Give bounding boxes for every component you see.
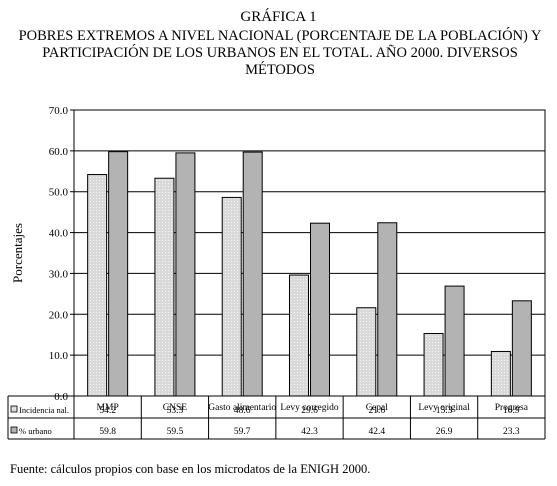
category-label: Levy original bbox=[418, 403, 470, 413]
data-label: 42.4 bbox=[368, 427, 385, 437]
category-label: MMP bbox=[97, 403, 119, 413]
data-label: 26.9 bbox=[436, 427, 453, 437]
data-label: 59.5 bbox=[167, 427, 184, 437]
y-tick-label: 70.0 bbox=[49, 105, 69, 117]
y-tick-label: 50.0 bbox=[49, 187, 69, 199]
y-tick-label: 0.0 bbox=[54, 391, 68, 403]
bar-incidencia bbox=[356, 307, 377, 397]
bar-incidencia bbox=[154, 177, 175, 397]
bar-incidencia bbox=[87, 174, 108, 397]
data-label: 29.6 bbox=[301, 406, 318, 416]
bar-urbano bbox=[242, 151, 263, 397]
data-label: 59.8 bbox=[99, 427, 116, 437]
source-note: Fuente: cálculos propios con base en los… bbox=[10, 462, 371, 476]
bar-incidencia bbox=[221, 196, 242, 397]
bar-incidencia bbox=[423, 332, 444, 397]
y-tick-label: 30.0 bbox=[49, 268, 69, 280]
bar-urbano bbox=[444, 285, 465, 397]
chart-title-line1: GRÁFICA 1 bbox=[240, 9, 317, 25]
category-label: Gasto alimentario bbox=[208, 403, 276, 413]
plot-area-border bbox=[73, 109, 546, 397]
chart-title: POBRES EXTREMOS A NIVEL NACIONAL (PORCEN… bbox=[18, 28, 542, 78]
data-label: 48.6 bbox=[234, 406, 251, 416]
data-label: 15.3 bbox=[436, 406, 453, 416]
y-tick-label: 40.0 bbox=[49, 228, 69, 240]
legend-swatch bbox=[10, 405, 18, 413]
y-tick-label: 60.0 bbox=[49, 146, 69, 158]
category-label: CNSE bbox=[163, 403, 187, 413]
bar-urbano bbox=[377, 222, 398, 397]
category-label: Cepal bbox=[366, 403, 389, 413]
y-tick-label: 20.0 bbox=[49, 309, 69, 321]
data-label: 54.2 bbox=[99, 406, 116, 416]
data-label: 10.9 bbox=[503, 406, 520, 416]
bar-urbano bbox=[511, 300, 532, 397]
y-axis-label: Porcentajes bbox=[10, 223, 25, 283]
y-tick-label: 10.0 bbox=[49, 350, 69, 362]
legend-entry: Incidencia nal. bbox=[19, 405, 69, 415]
bar-incidencia bbox=[490, 350, 511, 397]
category-label: Levy corregido bbox=[280, 403, 339, 413]
category-label: Progresa bbox=[495, 403, 529, 413]
legend-entry: % urbano bbox=[19, 426, 52, 436]
data-label: 21.6 bbox=[368, 406, 385, 416]
bar-urbano bbox=[175, 152, 196, 397]
bar-urbano bbox=[108, 151, 129, 397]
data-label: 53.3 bbox=[167, 406, 184, 416]
bar-incidencia bbox=[289, 274, 309, 397]
legend-swatch bbox=[10, 426, 18, 434]
bar-urbano bbox=[310, 222, 330, 397]
data-label: 23.3 bbox=[503, 427, 520, 437]
data-label: 59.7 bbox=[234, 427, 251, 437]
data-label: 42.3 bbox=[301, 427, 318, 437]
